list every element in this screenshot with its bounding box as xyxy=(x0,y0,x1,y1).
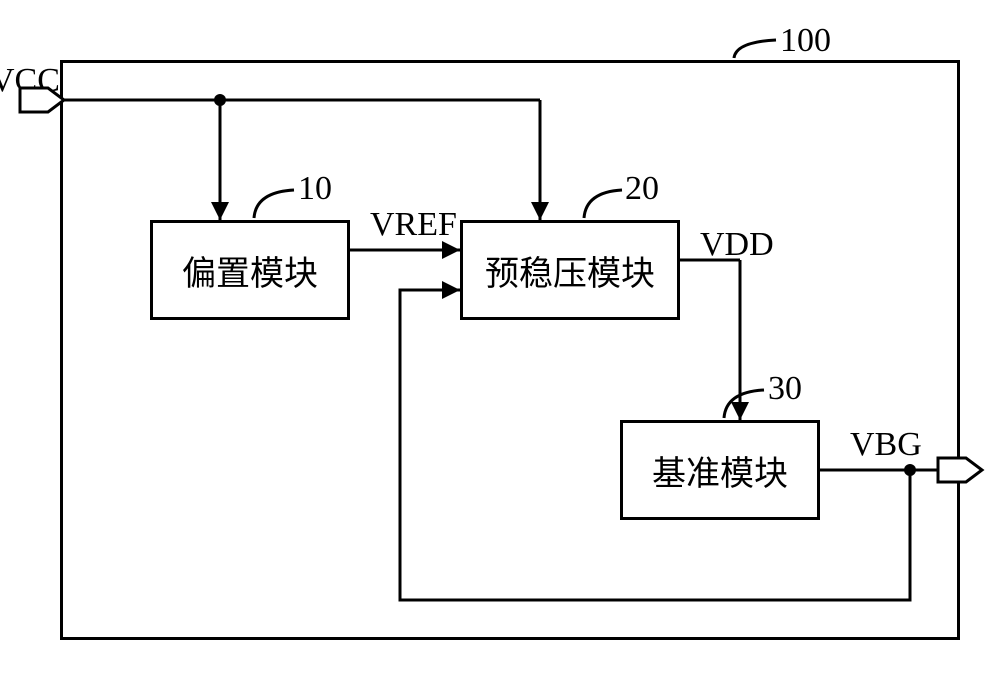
wires xyxy=(60,100,940,600)
diagram-canvas: 偏置模块 预稳压模块 基准模块 100 10 20 30 VCC VREF VD… xyxy=(0,0,1000,678)
ref-leader-curves xyxy=(254,40,776,418)
vcc-port xyxy=(20,88,64,112)
junction-dots xyxy=(214,94,916,476)
arrowheads xyxy=(211,202,749,420)
vbg-port xyxy=(938,458,982,482)
wires-layer xyxy=(0,0,1000,678)
